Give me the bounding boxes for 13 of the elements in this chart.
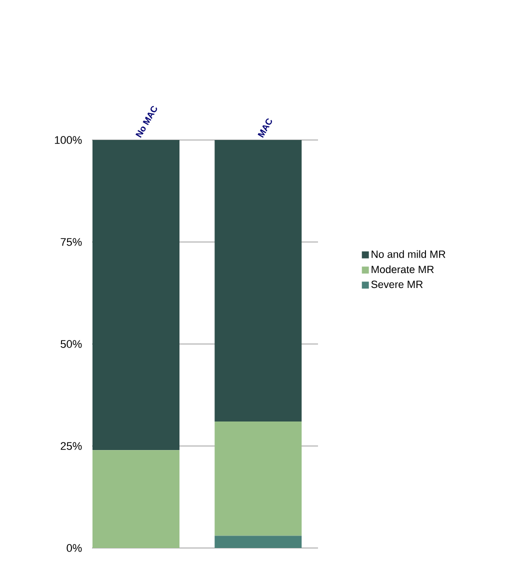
bar [214, 140, 302, 422]
legend-label: Moderate MR [372, 265, 434, 274]
legend-label: No and mild MR [372, 250, 446, 258]
y-tick-label: 25% [60, 442, 82, 450]
y-tick-label: 100% [54, 136, 82, 144]
bar [92, 450, 180, 548]
legend-label: Severe MR [371, 280, 423, 288]
y-tick-label: 0% [66, 544, 82, 552]
bar [92, 140, 180, 450]
bar [214, 536, 302, 548]
y-tick-label: 50% [60, 340, 82, 348]
bar [214, 422, 302, 536]
y-tick-label: 75% [60, 238, 82, 246]
